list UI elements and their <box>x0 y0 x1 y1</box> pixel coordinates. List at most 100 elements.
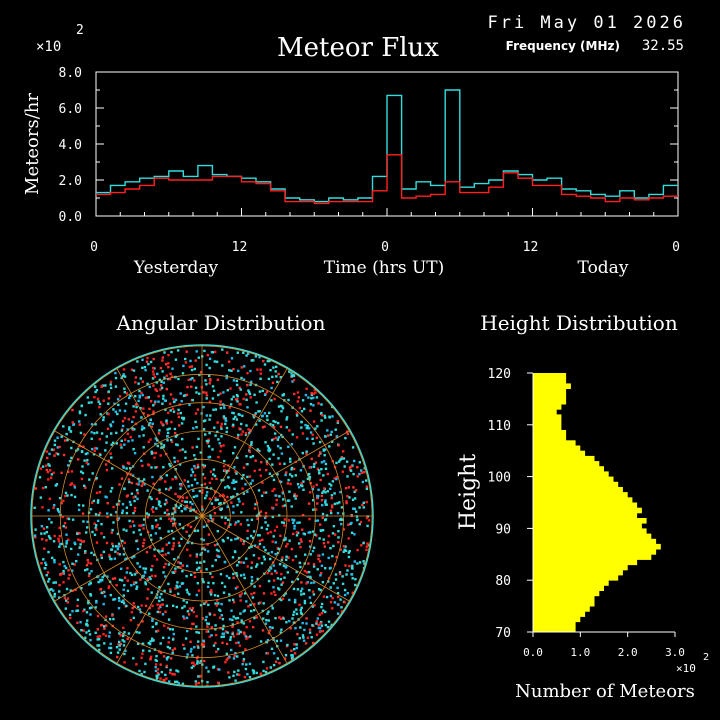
sky-point <box>256 448 259 451</box>
sky-point <box>324 499 327 502</box>
sky-point <box>275 571 278 574</box>
sky-point <box>193 367 196 371</box>
sky-point <box>174 511 177 514</box>
sky-point <box>365 500 368 504</box>
sky-point <box>197 631 201 634</box>
sky-point <box>335 461 338 465</box>
sky-point <box>114 550 117 553</box>
sky-point <box>165 474 168 477</box>
sky-point <box>86 624 89 627</box>
sky-point <box>122 602 126 605</box>
sky-point <box>128 480 131 484</box>
date-label: Fri May 01 2026 <box>487 13 686 33</box>
sky-point <box>208 374 211 377</box>
sky-point <box>362 541 365 545</box>
sky-point <box>174 508 177 511</box>
sky-point <box>334 578 338 581</box>
sky-point <box>236 436 240 439</box>
sky-point <box>76 448 80 451</box>
sky-point <box>196 644 199 648</box>
sky-point <box>69 616 72 620</box>
sky-point <box>129 435 132 439</box>
sky-point <box>135 570 139 573</box>
sky-point <box>170 350 173 354</box>
sky-point <box>211 351 214 354</box>
height-bar <box>533 481 619 488</box>
flux-y-tick-label: 6.0 <box>59 102 82 117</box>
sky-point <box>141 393 144 397</box>
sky-point <box>287 519 291 522</box>
sky-point <box>312 546 316 549</box>
sky-point <box>175 477 178 480</box>
sky-point <box>264 441 267 444</box>
sky-point <box>92 453 96 456</box>
sky-point <box>222 465 226 468</box>
sky-point <box>266 532 270 535</box>
sky-point <box>171 547 174 551</box>
sky-point <box>188 593 191 596</box>
sky-point <box>343 601 346 604</box>
sky-point <box>216 498 219 501</box>
sky-point <box>311 605 314 608</box>
sky-point <box>322 609 325 612</box>
sky-point <box>331 596 334 600</box>
sky-point <box>208 481 212 484</box>
sky-point <box>293 524 296 528</box>
sky-point <box>219 403 222 406</box>
sky-point <box>128 500 132 504</box>
sky-point <box>324 518 327 522</box>
sky-point <box>243 576 246 580</box>
sky-point <box>344 545 347 548</box>
sky-point <box>242 573 246 576</box>
sky-point <box>127 440 130 443</box>
sky-point <box>277 436 281 439</box>
sky-point <box>148 606 151 610</box>
sky-point <box>272 564 275 567</box>
sky-point <box>123 640 126 643</box>
sky-point <box>176 581 179 584</box>
sky-point <box>64 607 67 610</box>
sky-point <box>39 496 42 499</box>
sky-point <box>285 416 289 419</box>
sky-point <box>108 618 112 621</box>
sky-point <box>271 438 274 442</box>
sky-point <box>130 611 134 614</box>
sky-point <box>208 431 211 435</box>
sky-point <box>88 478 91 481</box>
sky-point <box>122 594 125 597</box>
sky-point <box>267 579 271 583</box>
sky-point <box>255 671 258 675</box>
sky-point <box>336 586 339 590</box>
sky-point <box>308 540 312 543</box>
sky-point <box>100 532 103 535</box>
sky-point <box>178 523 181 526</box>
sky-point <box>285 555 288 558</box>
sky-point <box>195 350 198 353</box>
sky-point <box>212 644 216 647</box>
sky-point <box>258 534 261 537</box>
sky-point <box>66 601 69 604</box>
sky-point <box>337 530 340 533</box>
sky-point <box>185 500 189 504</box>
sky-point <box>167 365 170 369</box>
sky-point <box>154 388 157 391</box>
sky-point <box>313 533 317 536</box>
sky-point <box>268 457 271 461</box>
sky-point <box>53 559 56 562</box>
sky-point <box>220 635 223 639</box>
sky-point <box>151 564 154 568</box>
sky-point <box>171 628 174 631</box>
sky-point <box>225 652 228 655</box>
sky-point <box>159 366 163 370</box>
sky-point <box>316 467 320 471</box>
sky-point <box>138 435 141 438</box>
sky-point <box>68 459 72 463</box>
sky-point <box>295 494 298 498</box>
sky-point <box>232 674 235 677</box>
sky-point <box>165 374 168 377</box>
sky-point <box>102 399 105 402</box>
sky-point <box>64 494 67 498</box>
sky-point <box>293 527 296 530</box>
sky-point <box>164 553 167 556</box>
sky-point <box>226 495 229 499</box>
